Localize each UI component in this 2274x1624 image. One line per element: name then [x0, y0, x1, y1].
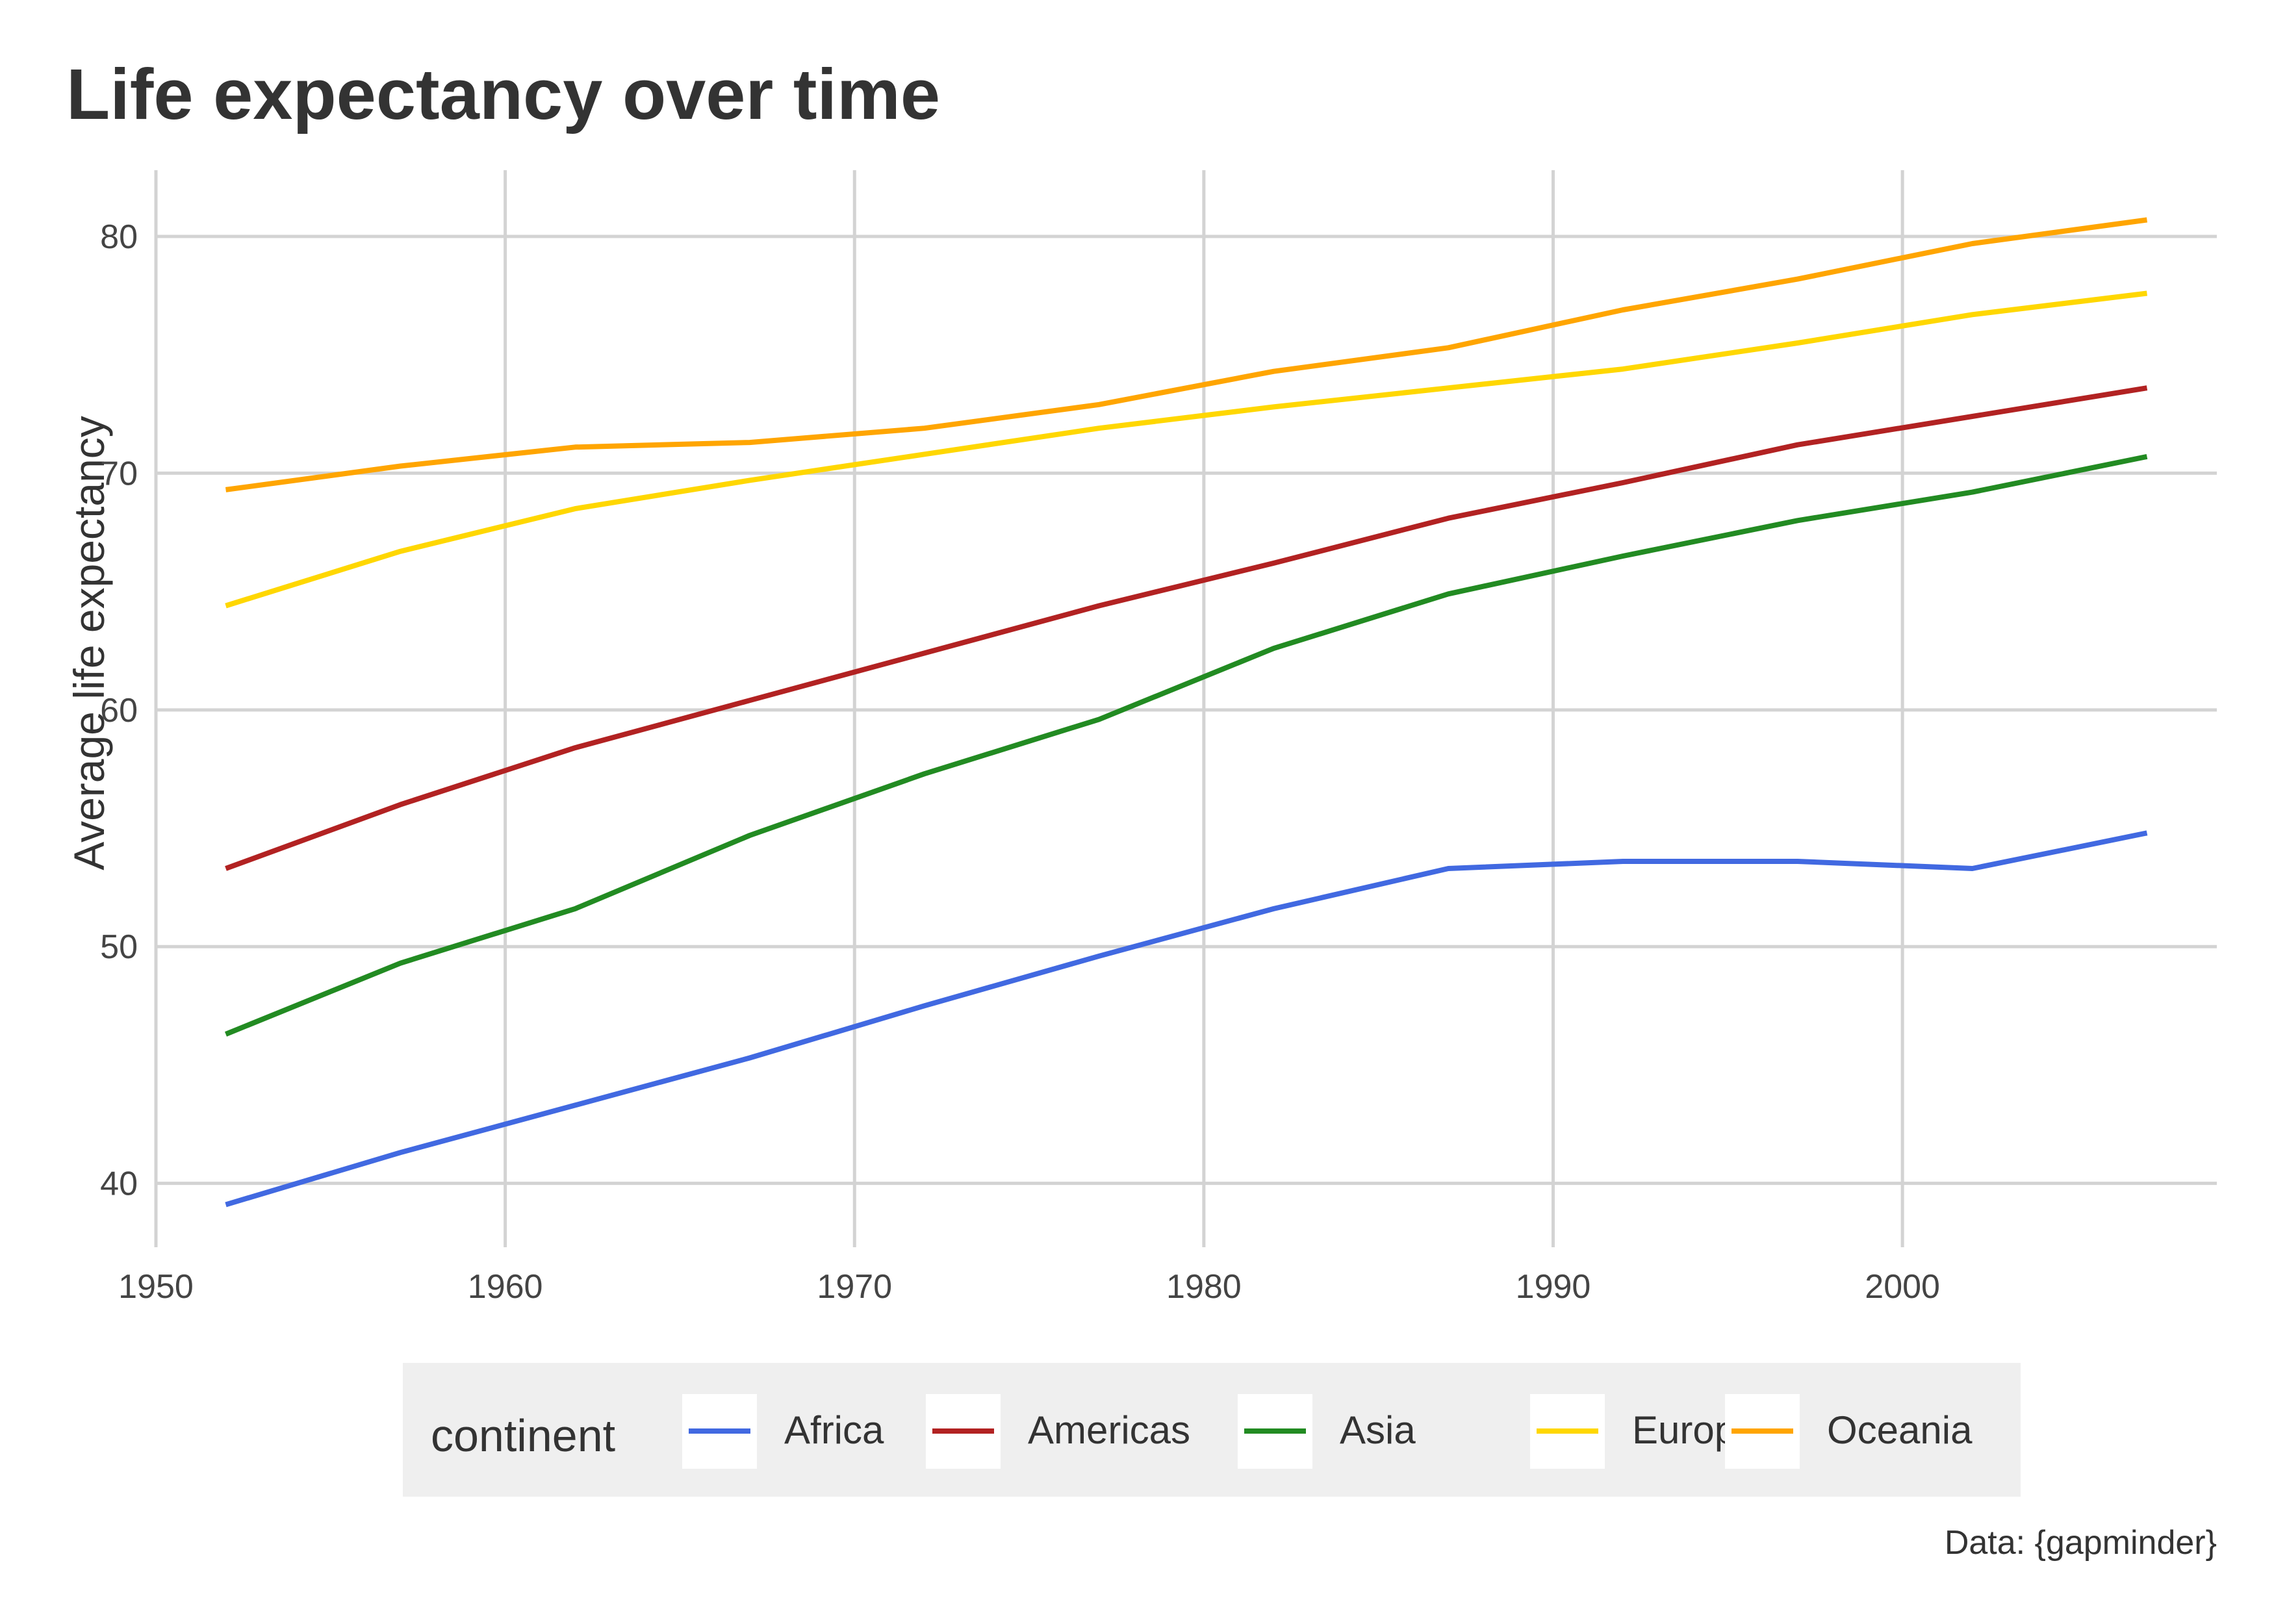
series-line-americas: [225, 385, 2148, 871]
x-tick-label-1960: 1960: [468, 1268, 543, 1306]
y-tick-label-40: 40: [100, 1165, 138, 1203]
series-line-europe: [225, 290, 2147, 609]
x-tick-label-1980: 1980: [1166, 1268, 1242, 1306]
legend-label-asia: Asia: [1340, 1408, 1416, 1452]
legend-label-americas: Americas: [1028, 1408, 1190, 1452]
legend-label-africa: Africa: [784, 1408, 884, 1452]
legend-title: continent: [431, 1410, 615, 1461]
grid-lines: [154, 170, 2217, 1247]
x-axis-tick-labels: 1950 1960 1970 1980 1990 2000: [118, 1268, 1940, 1306]
legend-items: Africa Americas Asia Europe Oceania: [682, 1394, 1973, 1469]
x-tick-label-1970: 1970: [817, 1268, 892, 1306]
legend: continent Africa Americas Asia Europe Oceani…: [403, 1363, 2021, 1497]
y-axis-tick-labels: 40 50 60 70 80: [100, 218, 138, 1203]
y-tick-label-50: 50: [100, 928, 138, 966]
y-axis-title: Average life expectancy: [65, 416, 113, 870]
chart-caption: Data: {gapminder}: [1945, 1524, 2217, 1562]
x-tick-label-1990: 1990: [1516, 1268, 1591, 1306]
x-tick-label-1950: 1950: [118, 1268, 194, 1306]
series-lines: [224, 217, 2148, 1208]
chart-title: Life expectancy over time: [66, 55, 940, 134]
series-line-asia: [224, 453, 2148, 1037]
y-tick-label-80: 80: [100, 218, 138, 256]
y-tick-label-70: 70: [100, 455, 138, 492]
series-line-africa: [225, 830, 2148, 1208]
y-tick-label-60: 60: [100, 692, 138, 730]
series-line-oceania: [225, 217, 2148, 492]
x-tick-label-2000: 2000: [1865, 1268, 1940, 1306]
legend-label-oceania: Oceania: [1827, 1408, 1973, 1452]
